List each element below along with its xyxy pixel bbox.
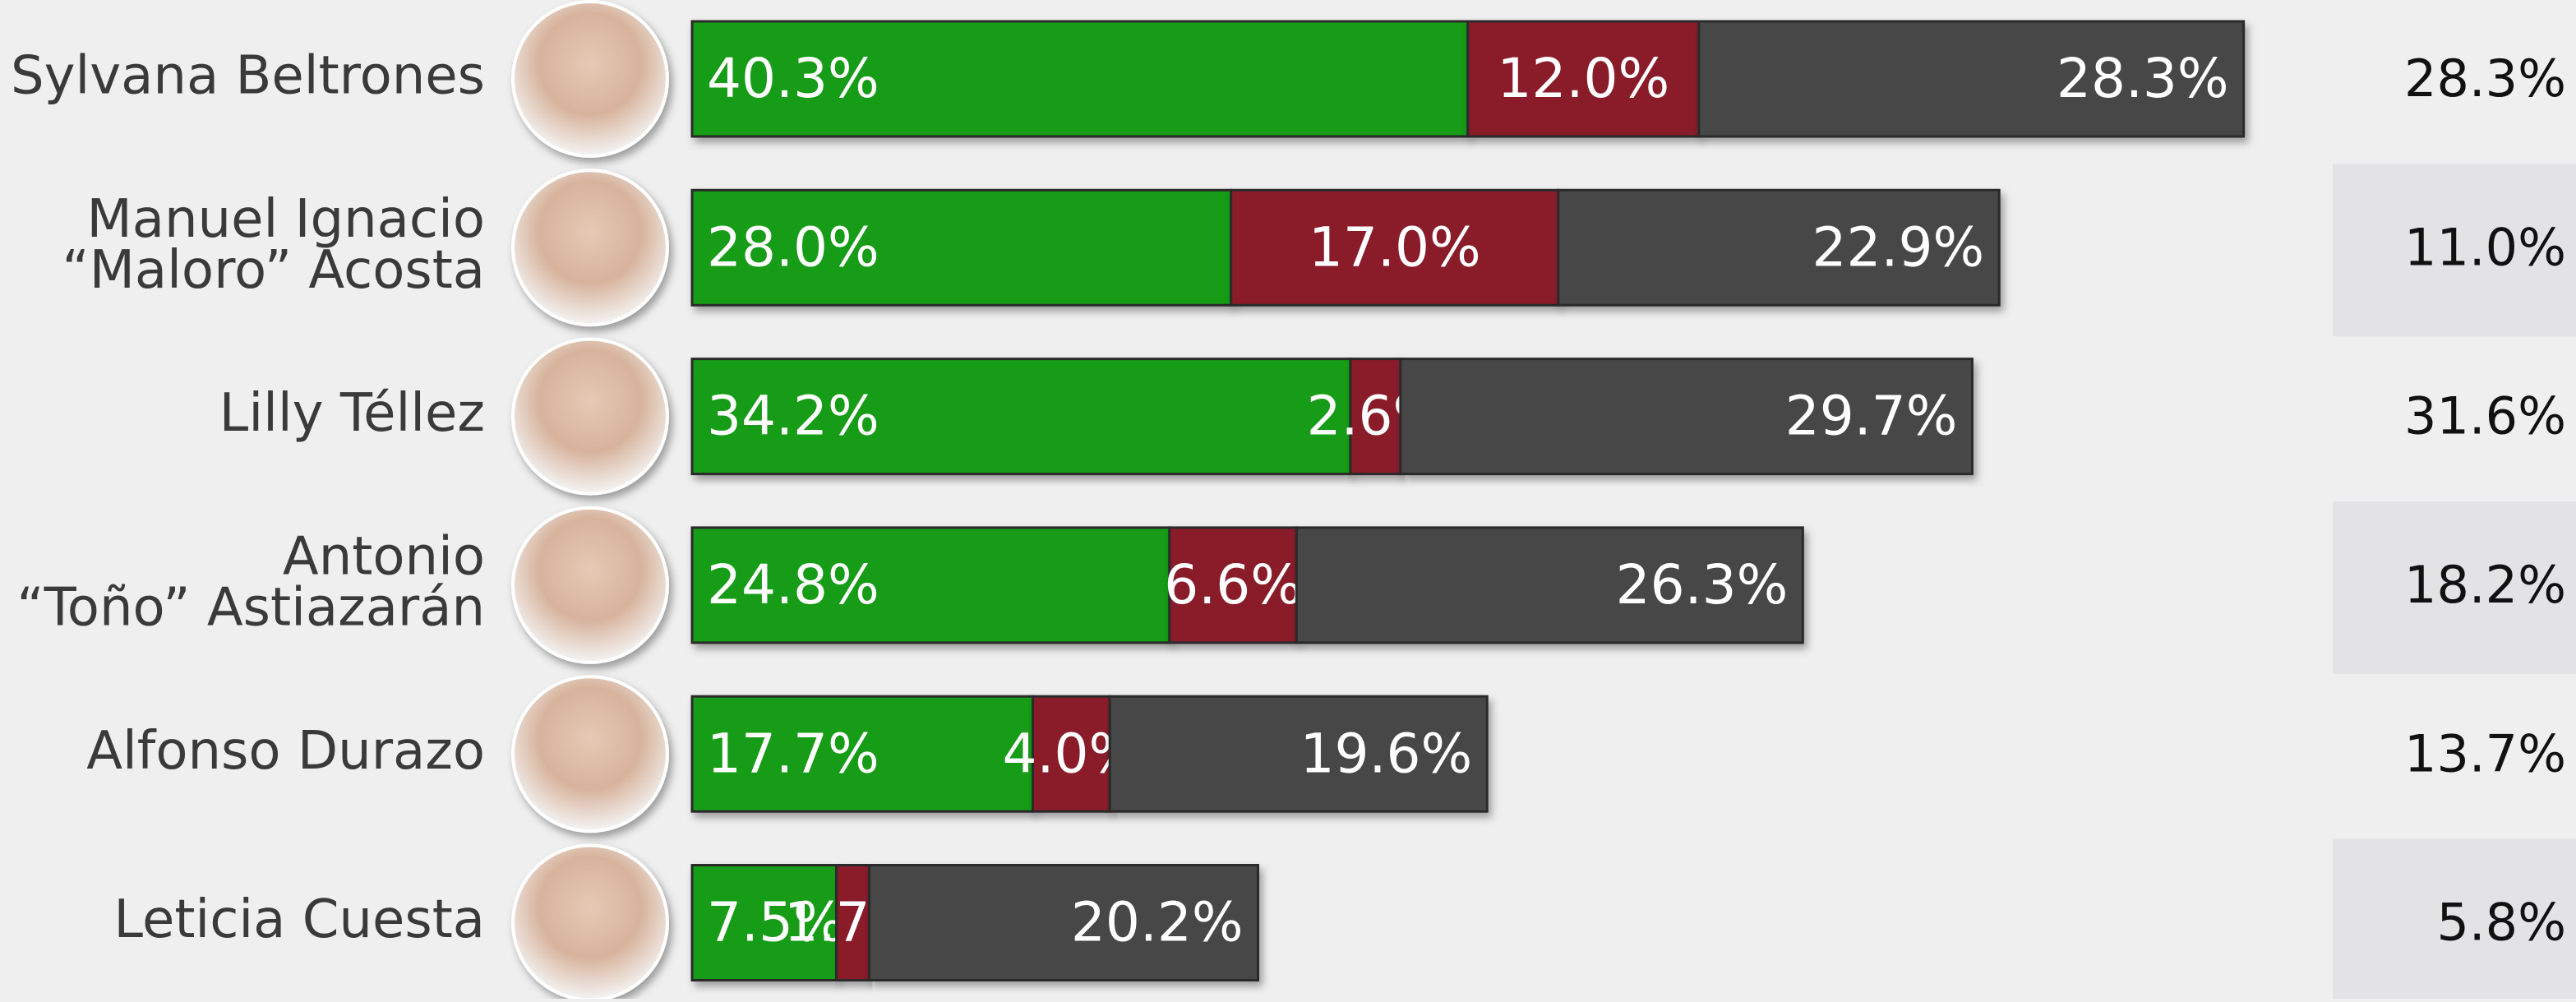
bar-segment [690,20,1470,138]
data-label: 19.6% [1300,722,1473,785]
row-band [2333,164,2576,337]
photo [511,337,669,496]
data-label: 26.3% [1616,553,1789,616]
photo [511,0,669,158]
candidate-name: Lilly Téllez [219,383,485,444]
data-label: 34.2% [707,385,879,448]
row-band [2333,501,2576,674]
candidate-name: Manuel Ignacio [87,189,485,250]
side-value: 18.2% [2404,555,2566,615]
photo [511,169,669,327]
data-label: 40.3% [707,47,879,110]
candidate-name: Leticia Cuesta [113,889,485,950]
photo [511,506,669,664]
data-label: 22.9% [1812,215,1985,279]
data-label: 24.8% [707,553,879,616]
bar-segment [835,864,870,981]
side-value: 5.8% [2436,893,2566,953]
data-label: 29.7% [1785,385,1958,448]
bar-segment [1557,188,2001,307]
bar-segment [1349,358,1402,476]
candidate-name: Antonio [283,526,485,587]
row-band [2333,838,2576,1002]
data-label: 20.2% [1071,891,1244,954]
bar-segment [690,358,1352,476]
data-label: 28.0% [707,215,879,279]
bar-segment [1168,526,1298,644]
bar-segment [867,864,1260,981]
bar-segment [1466,20,1701,138]
data-label: 17.0% [1309,215,1481,279]
data-label: 12.0% [1498,47,1670,110]
bar-segment [1295,526,1804,644]
side-value: 13.7% [2404,723,2566,783]
data-label: 6.6% [1164,553,1302,616]
side-value: 11.0% [2404,217,2566,277]
bar-segment [690,864,838,981]
side-value: 28.3% [2404,48,2566,109]
bar-segment [1399,358,1974,476]
bar-segment [690,695,1035,813]
candidate-name: Sylvana Beltrones [11,46,485,107]
photo [511,843,669,1002]
data-label: 28.3% [2057,47,2229,110]
candidate-name: “Toño” Astiazarán [16,577,485,638]
side-value: 31.6% [2404,386,2566,446]
photo [511,675,669,833]
bar-segment [690,526,1171,644]
bar-segment [690,188,1233,307]
bar-segment [1230,188,1560,307]
data-label: 7.5% [707,891,845,954]
candidate-name: Alfonso Durazo [86,721,485,782]
data-label: 17.7% [707,722,879,785]
bar-segment [1697,20,2246,138]
bar-segment [1108,695,1489,813]
bar-segment [1032,695,1111,813]
candidate-name: “Maloro” Acosta [62,240,485,301]
